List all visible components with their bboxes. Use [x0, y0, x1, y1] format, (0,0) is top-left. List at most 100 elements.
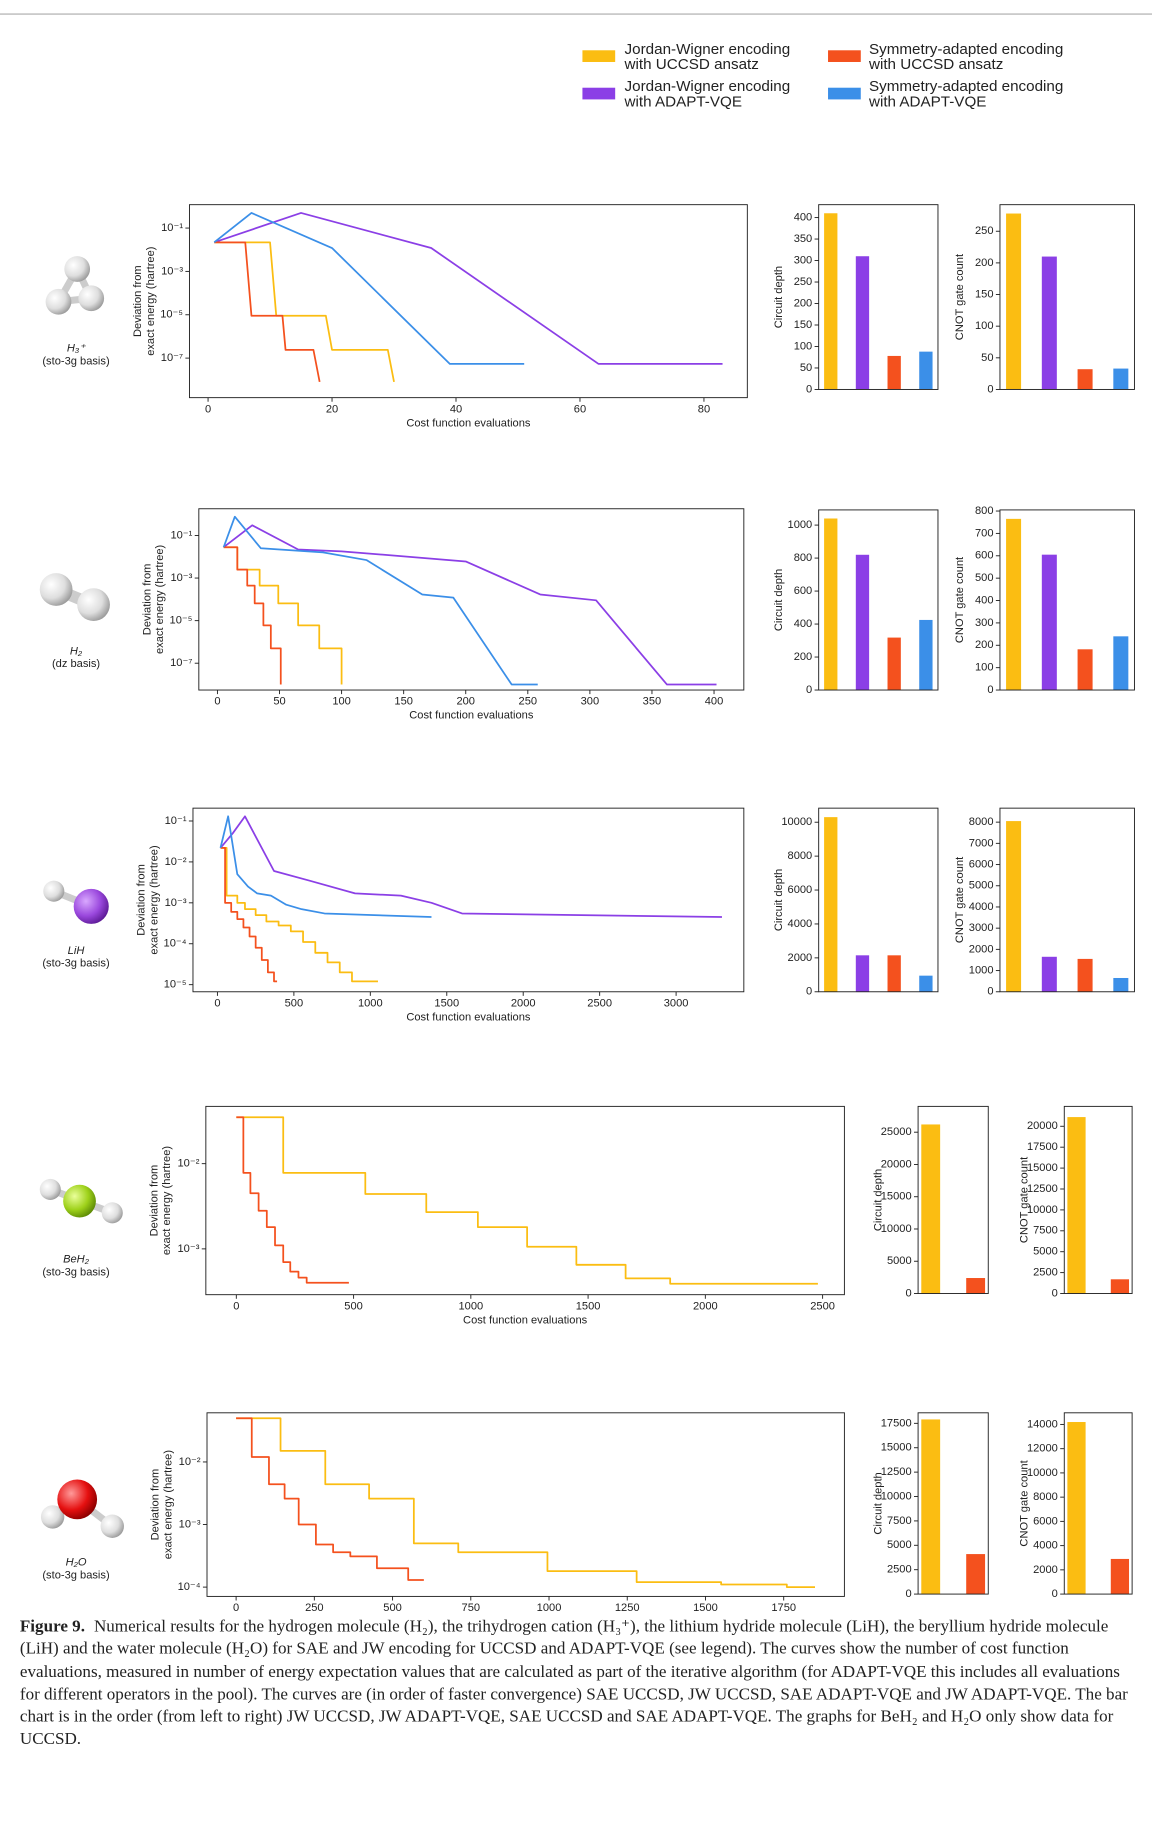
- y-axis-label: Deviation from: [148, 1165, 160, 1237]
- line-chart: 0 500 1000 1500 2000 2500 3000 10⁻¹ 10⁻² 10⁻³ 10⁻⁴…: [135, 807, 745, 1023]
- y-tick-label: 8000: [1033, 1491, 1058, 1503]
- y-tick-label: 10000: [1027, 1467, 1058, 1479]
- bar: [1077, 649, 1093, 691]
- y-tick-label: 0: [987, 684, 993, 696]
- molecule-basis: (sto-3g basis): [42, 1266, 110, 1278]
- y-tick-label: 200: [794, 651, 813, 663]
- y-tick-label: 10⁻⁵: [164, 979, 187, 991]
- plot-frame: [917, 1105, 989, 1294]
- y-tick-label: 800: [975, 505, 994, 517]
- y-tick-label: 14000: [1027, 1418, 1058, 1430]
- bar: [887, 355, 901, 390]
- y-tick-label: 0: [987, 986, 993, 998]
- y-tick-label: 2500: [1033, 1267, 1058, 1279]
- bar-chart: 0 5000 10000 15000 20000 25000 Circuit depth: [872, 1105, 989, 1299]
- bar-chart: 0 50 100 150 200 250 CNOT gate count: [954, 204, 1135, 395]
- y-axis-label: Circuit depth: [773, 266, 785, 328]
- bar: [921, 1124, 941, 1294]
- x-tick-label: 2500: [810, 1300, 835, 1312]
- bar-chart: 0 2500 5000 7500 10000 12500 15000 17500 Circuit…: [872, 1412, 989, 1600]
- y-axis-label: Circuit depth: [872, 1169, 884, 1231]
- y-tick-label: 10⁻⁴: [164, 938, 187, 950]
- series-line: [223, 524, 717, 686]
- y-tick-label: 150: [794, 319, 813, 331]
- molecule-lih: [43, 880, 109, 924]
- y-tick-label: 2000: [788, 952, 813, 964]
- y-tick-label: 100: [975, 662, 994, 674]
- y-tick-label: 200: [975, 257, 994, 269]
- x-tick-label: 50: [273, 696, 285, 708]
- plot-frame: [818, 509, 939, 691]
- legend-label: Symmetry-adapted encoding with UCCSD ans…: [868, 39, 1064, 73]
- y-tick-label: 800: [794, 552, 813, 564]
- y-tick-label: 200: [975, 639, 994, 651]
- x-tick-label: 100: [332, 696, 351, 708]
- y-tick-label: 10⁻⁵: [160, 309, 183, 321]
- y-tick-label: 10000: [881, 1490, 912, 1502]
- y-tick-label: 6000: [1033, 1515, 1058, 1527]
- y-tick-label: 5000: [887, 1255, 912, 1267]
- x-tick-label: 1000: [458, 1300, 483, 1312]
- x-tick-label: 0: [214, 696, 220, 708]
- x-tick-label: 1000: [358, 997, 383, 1009]
- x-tick-label: 60: [574, 403, 586, 415]
- x-tick-label: 0: [205, 403, 211, 415]
- bar: [1113, 636, 1129, 691]
- plot-frame: [818, 807, 939, 993]
- y-tick-label: 17500: [881, 1417, 912, 1429]
- bar-chart: 0 100 200 300 400 500 600 700 800 CNOT gate count: [954, 505, 1135, 696]
- line-chart: 0 20 40 60 80 10⁻¹ 10⁻³ 10⁻⁵ 10⁻⁷ Cost function e…: [132, 204, 748, 429]
- y-tick-label: 1000: [788, 519, 813, 531]
- y-tick-label: 400: [975, 594, 994, 606]
- x-tick-label: 20: [326, 403, 338, 415]
- y-tick-label: 50: [800, 362, 812, 374]
- y-axis-label: Deviation from: [149, 1469, 161, 1541]
- y-tick-label: 10⁻³: [161, 265, 183, 277]
- series-line: [220, 847, 378, 983]
- legend-swatch: [828, 50, 861, 62]
- molecule-name: H₂O: [66, 1556, 87, 1568]
- x-tick-label: 500: [344, 1300, 363, 1312]
- y-tick-label: 0: [987, 383, 993, 395]
- bar: [855, 256, 870, 390]
- y-tick-label: 150: [975, 288, 994, 300]
- x-tick-label: 0: [214, 997, 220, 1009]
- x-tick-label: 350: [643, 696, 662, 708]
- y-tick-label: 0: [1052, 1287, 1058, 1299]
- x-tick-label: 500: [285, 997, 304, 1009]
- legend-label: Symmetry-adapted encoding with ADAPT-VQE: [868, 77, 1064, 110]
- x-tick-label: 3000: [664, 997, 689, 1009]
- molecule-name: LiH: [68, 945, 86, 957]
- y-axis-label: exact energy (hartree): [161, 1146, 173, 1256]
- y-tick-label: 10⁻³: [165, 897, 187, 909]
- plot-frame: [198, 508, 745, 691]
- y-tick-label: 17500: [1027, 1141, 1058, 1153]
- y-tick-label: 10⁻⁴: [178, 1581, 201, 1593]
- x-tick-label: 1750: [771, 1602, 796, 1614]
- bar-chart: 0 2000 4000 6000 8000 10000 12000 14000 CNOT gat…: [1018, 1412, 1133, 1600]
- y-axis-label: Circuit depth: [872, 1472, 884, 1534]
- y-tick-label: 10⁻³: [177, 1243, 199, 1255]
- legend-label: Jordan-Wigner encoding with ADAPT-VQE: [624, 77, 791, 110]
- bar: [887, 637, 901, 691]
- legend-label: Jordan-Wigner encoding with UCCSD ansatz: [624, 39, 791, 73]
- line-chart: 0250500750100012501500175010⁻²10⁻³10⁻⁴Co…: [149, 1412, 845, 1614]
- series-line: [236, 1116, 349, 1284]
- bar: [1006, 518, 1022, 691]
- bar: [966, 1554, 986, 1595]
- y-tick-label: 2500: [887, 1564, 912, 1576]
- y-tick-label: 10⁻²: [177, 1158, 199, 1170]
- y-tick-label: 700: [975, 527, 994, 539]
- x-tick-label: 150: [394, 696, 413, 708]
- legend-swatch: [828, 87, 861, 100]
- bar: [1067, 1117, 1086, 1294]
- plot-frame: [188, 204, 748, 399]
- y-tick-label: 7500: [887, 1515, 912, 1527]
- bar-chart: 0 1000 2000 3000 4000 5000 6000 7000 8000 CNOT ga…: [954, 807, 1135, 998]
- x-tick-label: 80: [698, 403, 710, 415]
- y-tick-label: 10⁻⁷: [161, 352, 183, 364]
- plot-frame: [192, 807, 745, 993]
- y-tick-label: 12500: [881, 1466, 912, 1478]
- x-axis-label: Cost function evaluations: [463, 1314, 588, 1326]
- y-tick-label: 10⁻⁷: [170, 657, 192, 669]
